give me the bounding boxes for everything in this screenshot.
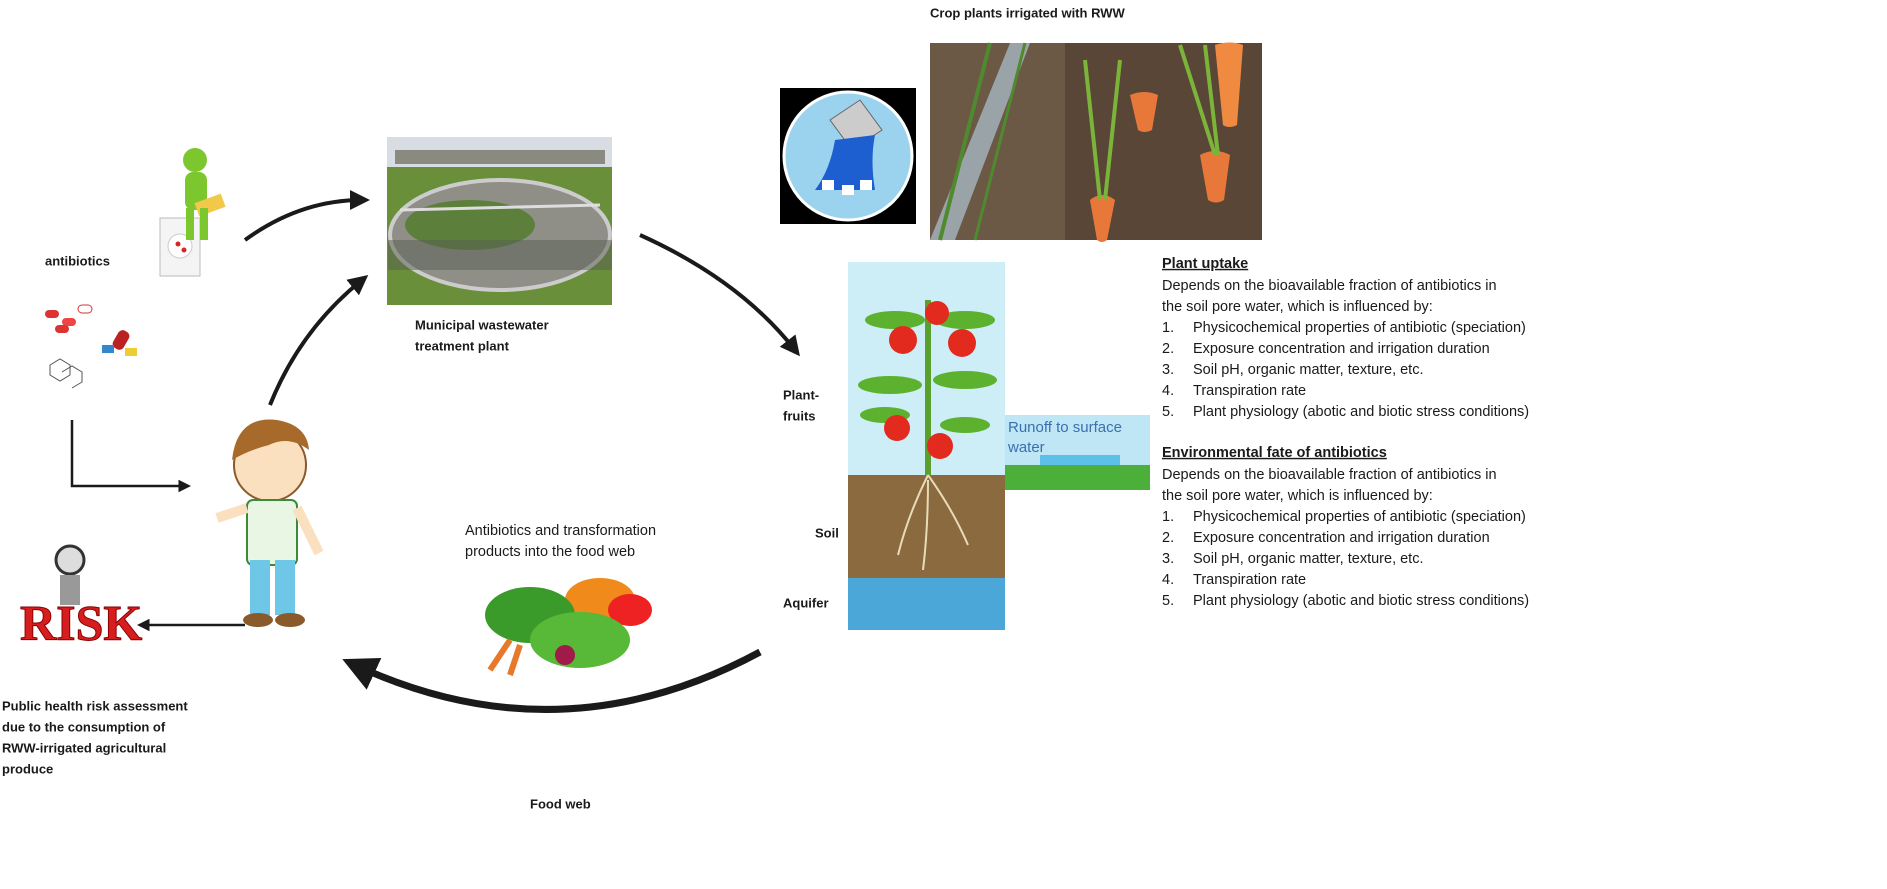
section-heading: Plant uptake xyxy=(1162,256,1248,272)
item-text: Soil pH, organic matter, texture, etc. xyxy=(1193,551,1424,567)
arrow xyxy=(268,274,369,406)
risk-icon xyxy=(54,544,86,605)
item-number: 1. xyxy=(1162,320,1174,336)
item-text: Plant physiology (abotic and biotic stre… xyxy=(1193,593,1529,609)
irrigation-icon xyxy=(780,88,916,224)
item-number: 5. xyxy=(1162,593,1174,609)
label: antibiotics xyxy=(45,253,110,268)
food-web-icon xyxy=(485,578,652,676)
section-heading: Environmental fate of antibiotics xyxy=(1162,445,1387,461)
photo-caption: Crop plants irrigated with RWW xyxy=(930,5,1125,20)
label: products into the food web xyxy=(465,544,635,560)
item-text: Transpiration rate xyxy=(1193,383,1306,399)
label: Runoff to surface xyxy=(1008,419,1122,436)
label: Soil xyxy=(815,525,839,540)
person-icon xyxy=(215,419,324,627)
arrow xyxy=(70,420,191,493)
arrow xyxy=(342,648,762,713)
label: due to the consumption of xyxy=(2,719,166,734)
section-text: Depends on the bioavailable fraction of … xyxy=(1162,467,1497,483)
label: Aquifer xyxy=(783,595,829,610)
item-text: Soil pH, organic matter, texture, etc. xyxy=(1193,362,1424,378)
label: produce xyxy=(2,761,53,776)
arrow xyxy=(243,190,370,242)
item-number: 2. xyxy=(1162,530,1174,546)
risk-label: RISK xyxy=(20,594,142,650)
section-text: the soil pore water, which is influenced… xyxy=(1162,488,1433,504)
item-text: Transpiration rate xyxy=(1193,572,1306,588)
label: water xyxy=(1007,439,1045,456)
item-number: 1. xyxy=(1162,509,1174,525)
item-number: 4. xyxy=(1162,572,1174,588)
label: RWW-irrigated agricultural xyxy=(2,740,166,755)
section-text: the soil pore water, which is influenced… xyxy=(1162,299,1433,315)
item-text: Plant physiology (abotic and biotic stre… xyxy=(1193,404,1529,420)
item-text: Physicochemical properties of antibiotic… xyxy=(1193,509,1526,525)
crop-photo xyxy=(930,42,1262,242)
label: Public health risk assessment xyxy=(2,698,188,713)
label: treatment plant xyxy=(415,338,510,353)
item-number: 2. xyxy=(1162,341,1174,357)
section-text: Depends on the bioavailable fraction of … xyxy=(1162,278,1497,294)
item-text: Physicochemical properties of antibiotic… xyxy=(1193,320,1526,336)
label: Plant- xyxy=(783,387,819,402)
item-number: 4. xyxy=(1162,383,1174,399)
label: fruits xyxy=(783,408,816,423)
label: Municipal wastewater xyxy=(415,317,549,332)
item-number: 5. xyxy=(1162,404,1174,420)
item-text: Exposure concentration and irrigation du… xyxy=(1193,530,1490,546)
antibiotics-icon xyxy=(45,148,226,389)
label: Antibiotics and transformation xyxy=(465,523,656,539)
label: Food web xyxy=(530,796,591,811)
item-number: 3. xyxy=(1162,551,1174,567)
item-number: 3. xyxy=(1162,362,1174,378)
plant-panel xyxy=(848,262,1150,630)
wwtp-photo xyxy=(387,137,612,305)
arrow xyxy=(639,233,800,357)
item-text: Exposure concentration and irrigation du… xyxy=(1193,341,1490,357)
